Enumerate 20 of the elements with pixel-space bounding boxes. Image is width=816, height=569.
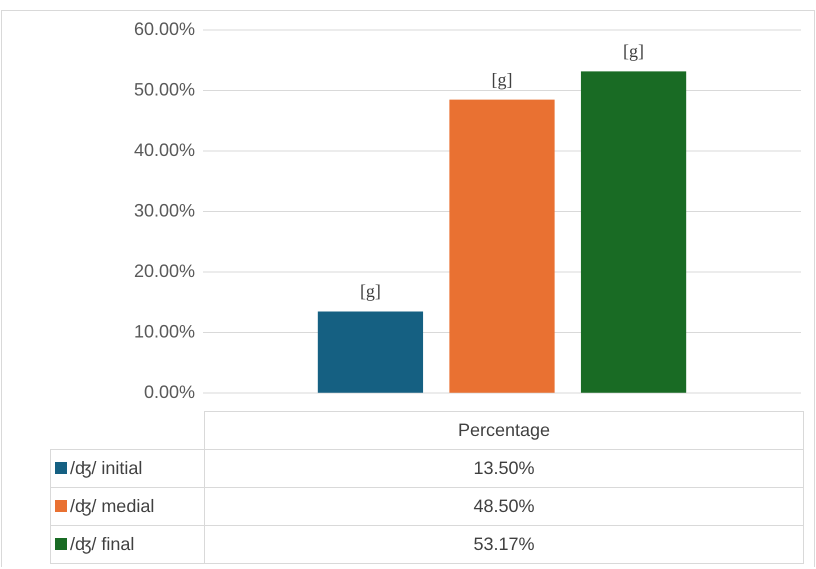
text: 48.50% bbox=[204, 488, 804, 526]
y-tick-label: 20.00% bbox=[134, 261, 195, 282]
bar bbox=[580, 71, 686, 393]
y-tick-label: 30.00% bbox=[134, 200, 195, 221]
bar bbox=[318, 311, 424, 393]
data-label: [g] bbox=[623, 41, 644, 62]
y-tick-label: 60.00% bbox=[134, 18, 195, 39]
bar bbox=[449, 100, 555, 393]
y-tick-label: 50.00% bbox=[134, 80, 195, 100]
legend-label: /ʤ/ initial bbox=[50, 450, 204, 488]
text: 13.50% bbox=[204, 450, 804, 488]
legend-label: /ʤ/ final bbox=[50, 526, 204, 564]
data-label: [g] bbox=[492, 69, 512, 90]
data-label: [g] bbox=[360, 281, 381, 302]
y-tick-label: 0.00% bbox=[144, 382, 195, 402]
text: 53.17% bbox=[204, 526, 804, 564]
x-tick-label: Percentage bbox=[204, 412, 804, 450]
y-tick-label: 10.00% bbox=[134, 322, 195, 342]
legend-label: /ʤ/ medial bbox=[50, 488, 204, 526]
y-tick-label: 40.00% bbox=[134, 140, 195, 160]
